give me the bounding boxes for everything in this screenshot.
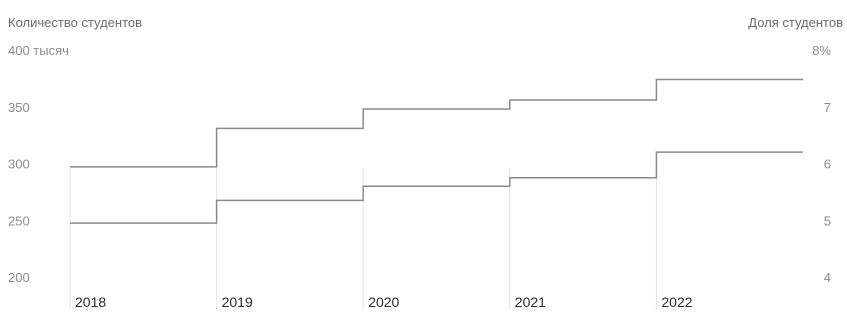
series-lines: [70, 78, 803, 224]
left-axis-title: Количество студентов: [8, 15, 142, 30]
right-tick-label: 6: [824, 157, 831, 172]
year-label-2021: 2021: [515, 294, 546, 310]
left-tick-label: 200: [8, 270, 30, 285]
right-tick-label: 5: [824, 213, 831, 228]
series-line-2: [70, 151, 803, 224]
year-label-2019: 2019: [222, 294, 253, 310]
right-tick-label: 4: [824, 270, 831, 285]
year-label-2020: 2020: [368, 294, 399, 310]
right-axis-ticks: 8% 7 6 5 4: [812, 43, 831, 285]
right-axis-title: Доля студентов: [748, 15, 843, 30]
left-tick-label: 350: [8, 100, 30, 115]
x-axis-ticks: 2018 2019 2020 2021 2022: [75, 294, 693, 310]
left-tick-label: 400 тысяч: [8, 43, 69, 58]
left-tick-label: 300: [8, 157, 30, 172]
left-tick-label: 250: [8, 213, 30, 228]
right-tick-label: 8%: [812, 43, 831, 58]
year-label-2018: 2018: [75, 294, 106, 310]
series-line-1: [70, 78, 803, 168]
right-tick-label: 7: [824, 100, 831, 115]
year-label-2022: 2022: [661, 294, 692, 310]
left-axis-ticks: 400 тысяч 350 300 250 200: [8, 43, 69, 285]
